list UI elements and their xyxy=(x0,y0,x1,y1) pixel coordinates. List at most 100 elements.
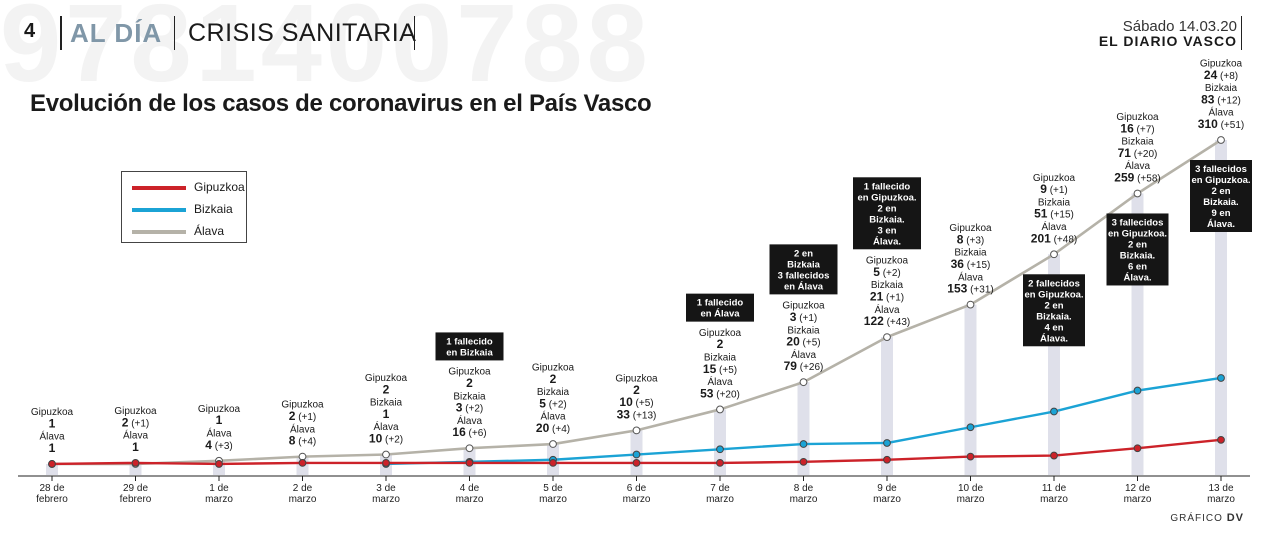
data-label: 1 xyxy=(132,440,139,454)
data-point xyxy=(632,450,641,459)
data-point xyxy=(465,444,474,453)
data-point xyxy=(382,459,390,467)
data-label: Álava xyxy=(874,303,899,316)
data-point xyxy=(799,457,808,466)
issue-date: Sábado 14.03.20 xyxy=(1122,18,1237,35)
death-note-text: Bizkaia. xyxy=(869,214,904,225)
legend-swatch xyxy=(132,208,186,212)
data-label: 8 (+3) xyxy=(957,232,985,246)
death-note-text: 3 fallecidos xyxy=(1195,164,1247,175)
chart-title: Evolución de los casos de coronavirus en… xyxy=(30,90,652,117)
x-tick-label: 7 de xyxy=(710,483,730,494)
death-note-box xyxy=(686,293,754,322)
death-note-box xyxy=(1190,160,1252,232)
death-note-text: 1 fallecido xyxy=(446,336,493,347)
data-label: 79 (+26) xyxy=(784,359,824,373)
death-note-text: Bizkaia xyxy=(787,259,820,270)
data-label: Álava xyxy=(373,420,398,433)
data-label: 5 (+2) xyxy=(873,265,901,279)
death-note-box xyxy=(1106,213,1169,286)
data-label: Álava xyxy=(457,414,482,427)
x-tick-label: marzo xyxy=(790,494,818,505)
x-tick-label: marzo xyxy=(372,494,400,505)
data-label: Gipuzkoa xyxy=(949,223,992,234)
data-label: Gipuzkoa xyxy=(866,256,909,267)
x-tick-label: marzo xyxy=(957,494,985,505)
guide-band xyxy=(881,337,893,475)
data-point xyxy=(883,455,891,464)
data-label: Álava xyxy=(123,429,148,442)
legend-item-bizkaia: Bizkaia xyxy=(132,202,242,220)
death-note-text: Álava. xyxy=(873,236,901,247)
death-note-text: 9 en xyxy=(1211,208,1230,219)
data-point xyxy=(966,423,975,432)
newspaper-name: EL DIARIO VASCO xyxy=(1098,33,1237,49)
data-label: Gipuzkoa xyxy=(1033,173,1076,184)
legend-swatch xyxy=(132,230,186,234)
data-point xyxy=(799,440,808,448)
credit-prefix: GRÁFICO xyxy=(1170,513,1223,524)
x-tick-label: 28 de xyxy=(39,483,64,494)
data-label: Álava xyxy=(707,375,732,388)
data-label: Gipuzkoa xyxy=(281,400,324,411)
death-note-text: Bizkaia. xyxy=(1036,311,1071,322)
data-label: 83 (+12) xyxy=(1201,92,1241,106)
chart-legend: Gipuzkoa Bizkaia Álava xyxy=(121,171,247,243)
death-note-text: 4 en xyxy=(1044,322,1063,333)
x-tick-label: 11 de xyxy=(1042,483,1067,494)
legend-item-alava: Álava xyxy=(132,224,242,242)
legend-item-gipuzkoa: Gipuzkoa xyxy=(132,180,245,198)
data-label: 16 (+7) xyxy=(1120,121,1154,135)
death-note-text: 2 fallecidos xyxy=(1028,278,1080,289)
data-label: 2 xyxy=(550,372,557,386)
x-tick-label: 3 de xyxy=(376,483,396,494)
data-label: Bizkaia xyxy=(1205,83,1238,94)
data-label: Bizkaia xyxy=(871,280,904,291)
data-label: 2 xyxy=(383,382,390,396)
death-note-text: en Álava xyxy=(784,281,824,292)
data-label: 153 (+31) xyxy=(947,282,993,296)
x-tick-label: 4 de xyxy=(460,483,480,494)
data-label: 15 (+5) xyxy=(703,362,737,376)
data-point xyxy=(632,426,641,435)
death-note-text: 2 en xyxy=(877,203,896,214)
x-tick-label: marzo xyxy=(1040,494,1068,505)
data-label: 2 xyxy=(633,383,640,397)
data-point xyxy=(1133,386,1142,395)
data-label: 51 (+15) xyxy=(1034,207,1074,221)
data-point xyxy=(1217,136,1225,144)
data-point xyxy=(549,459,557,467)
divider xyxy=(60,16,62,50)
death-note-text: en Bizkaia xyxy=(446,347,493,358)
death-note-text: 2 en xyxy=(1128,239,1147,250)
x-tick-label: marzo xyxy=(205,494,233,505)
death-note-text: 3 en xyxy=(877,225,896,236)
data-label: Gipuzkoa xyxy=(699,328,742,339)
data-label: 20 (+4) xyxy=(536,421,570,435)
x-tick-label: 13 de xyxy=(1208,483,1233,494)
x-tick-label: marzo xyxy=(1207,494,1235,505)
data-label: 2 xyxy=(466,376,473,390)
data-label: 20 (+5) xyxy=(786,335,820,349)
data-label: Gipuzkoa xyxy=(1200,59,1243,70)
data-label: Álava xyxy=(540,410,565,423)
data-label: Gipuzkoa xyxy=(615,374,658,385)
data-label: Álava xyxy=(958,270,983,283)
data-point xyxy=(1133,189,1142,198)
data-point xyxy=(1050,250,1058,259)
death-note-box xyxy=(853,177,921,250)
x-tick-label: 5 de xyxy=(543,483,563,494)
data-point xyxy=(48,460,56,468)
death-note-box xyxy=(769,244,838,295)
x-tick-label: 12 de xyxy=(1125,483,1150,494)
data-point xyxy=(1050,407,1058,416)
death-note-text: en Gipuzkoa. xyxy=(857,192,916,203)
death-note-text: en Gipuzkoa. xyxy=(1024,289,1083,300)
data-label: 4 (+3) xyxy=(205,438,233,452)
data-label: 33 (+13) xyxy=(617,407,657,421)
data-point xyxy=(716,445,724,454)
data-label: Bizkaia xyxy=(453,391,486,402)
data-label: 3 (+2) xyxy=(456,401,484,415)
data-point xyxy=(716,405,724,414)
death-note-text: Álava. xyxy=(1207,219,1235,230)
